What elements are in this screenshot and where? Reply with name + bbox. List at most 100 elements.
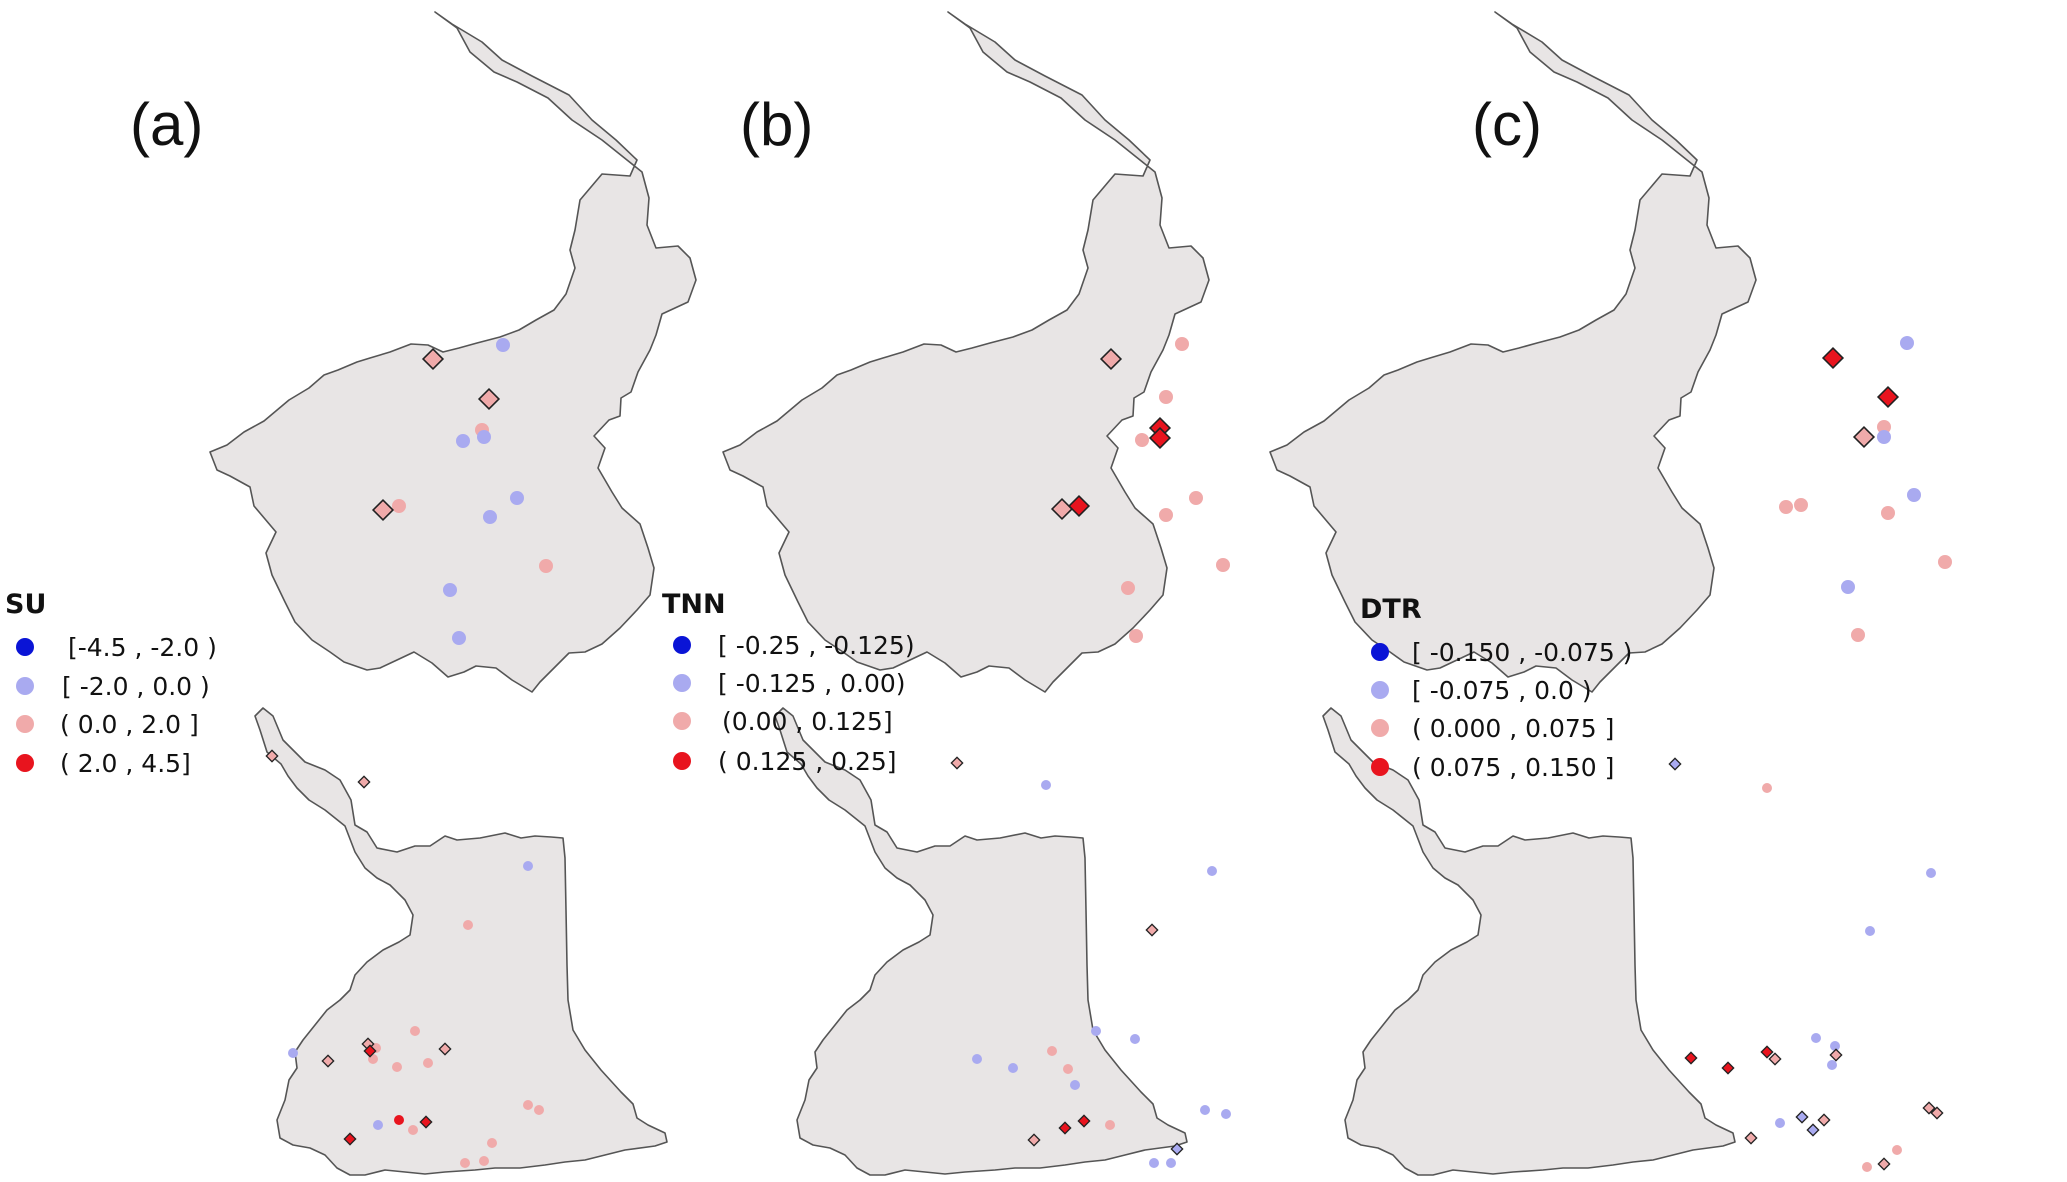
station-marker: [496, 338, 510, 352]
station-marker: [972, 1054, 982, 1064]
station-marker: [534, 1105, 544, 1115]
station-marker: [1041, 780, 1051, 790]
station-marker: [1077, 1114, 1091, 1128]
station-marker: [408, 1125, 418, 1135]
legend: SU [-4.5 , -2.0 ) [ -2.0 , 0.0 ) ( 0.0 ,…: [5, 589, 217, 778]
station-marker: [1938, 555, 1952, 569]
station-marker: [1189, 491, 1203, 505]
station-marker: [1145, 923, 1159, 937]
station-marker: [1930, 1106, 1944, 1120]
panel-b: (b) TNN [ -0.25 , -0.125) [ -0.125 , 0.0…: [662, 11, 1231, 1176]
station-marker: [1027, 1133, 1041, 1147]
station-marker: [443, 583, 457, 597]
station-marker: [1877, 1157, 1891, 1171]
legend-item: [ -0.150 , -0.075 ): [1412, 638, 1632, 667]
station-marker: [1762, 783, 1772, 793]
station-marker: [1050, 497, 1074, 521]
station-marker: [479, 1156, 489, 1166]
legend-item: ( 0.075 , 0.150 ]: [1412, 753, 1614, 782]
legend: DTR [ -0.150 , -0.075 ) [ -0.075 , 0.0 )…: [1360, 594, 1632, 782]
legend-item: (0.00 , 0.125]: [722, 707, 893, 736]
station-marker: [1135, 433, 1149, 447]
station-marker: [1775, 1118, 1785, 1128]
station-marker: [421, 347, 445, 371]
station-marker: [1877, 430, 1891, 444]
legend-swatch: [1371, 643, 1389, 661]
station-marker: [1760, 1045, 1774, 1059]
station-marker: [523, 861, 533, 871]
station-marker: [1105, 1120, 1115, 1130]
legend-swatch: [673, 636, 691, 654]
station-marker: [477, 387, 501, 411]
lower-basin-map: [774, 707, 1188, 1176]
legend-title: TNN: [662, 589, 726, 620]
legend-item: [ -0.075 , 0.0 ): [1412, 676, 1592, 705]
legend-item: [ -0.125 , 0.00): [718, 669, 906, 698]
station-marker: [1216, 558, 1230, 572]
station-marker: [1058, 1121, 1072, 1135]
station-marker: [392, 1062, 402, 1072]
station-marker: [1159, 390, 1173, 404]
panel-a: (a) SU [-4.5 , -2.0 ) [ -2.0 , 0.0 ) ( 0…: [5, 11, 697, 1176]
legend-swatch: [16, 638, 34, 656]
station-marker: [1852, 425, 1876, 449]
station-marker: [1063, 1064, 1073, 1074]
station-marker: [419, 1115, 433, 1129]
panel-label: (a): [130, 91, 203, 158]
station-marker: [438, 1042, 452, 1056]
station-marker: [1130, 1034, 1140, 1044]
station-marker: [1821, 346, 1845, 370]
station-marker: [1149, 1158, 1159, 1168]
station-markers: [950, 337, 1231, 1168]
station-marker: [1091, 1026, 1101, 1036]
station-marker: [1159, 508, 1173, 522]
station-marker: [1221, 1109, 1231, 1119]
legend-item: ( 0.000 , 0.075 ]: [1412, 714, 1614, 743]
station-marker: [1008, 1063, 1018, 1073]
legend-swatch: [673, 752, 691, 770]
station-marker: [483, 510, 497, 524]
station-marker: [357, 775, 371, 789]
station-marker: [373, 1120, 383, 1130]
station-marker: [1922, 1101, 1936, 1115]
station-marker: [1907, 488, 1921, 502]
station-marker: [1811, 1033, 1821, 1043]
station-marker: [1175, 337, 1189, 351]
station-marker: [1841, 580, 1855, 594]
station-marker: [371, 498, 395, 522]
station-marker: [1070, 1080, 1080, 1090]
station-marker: [539, 559, 553, 573]
station-marker: [1877, 420, 1891, 434]
legend-swatch: [16, 677, 34, 695]
station-marker: [1166, 1158, 1176, 1168]
station-marker: [1067, 494, 1091, 518]
station-marker: [1817, 1113, 1831, 1127]
station-marker: [510, 491, 524, 505]
station-marker: [523, 1100, 533, 1110]
station-marker: [1851, 628, 1865, 642]
station-marker: [343, 1132, 357, 1146]
station-marker: [1668, 757, 1682, 771]
legend-title: DTR: [1360, 594, 1422, 625]
station-marker: [1779, 500, 1793, 514]
station-marker: [1744, 1131, 1758, 1145]
station-marker: [1881, 506, 1895, 520]
legend-item: [ -0.25 , -0.125): [718, 631, 915, 660]
station-marker: [1121, 581, 1135, 595]
legend-swatch: [16, 754, 34, 772]
station-marker: [410, 1026, 420, 1036]
station-marker: [392, 499, 406, 513]
station-marker: [1684, 1051, 1698, 1065]
legend-item: [-4.5 , -2.0 ): [68, 633, 217, 662]
legend-swatch: [673, 674, 691, 692]
station-marker: [423, 1058, 433, 1068]
station-marker: [363, 1044, 377, 1058]
station-marker: [1099, 347, 1123, 371]
station-marker: [463, 920, 473, 930]
legend-swatch: [1371, 758, 1389, 776]
station-marker: [477, 430, 491, 444]
station-marker: [265, 749, 279, 763]
station-marker: [1047, 1046, 1057, 1056]
station-marker: [394, 1115, 404, 1125]
